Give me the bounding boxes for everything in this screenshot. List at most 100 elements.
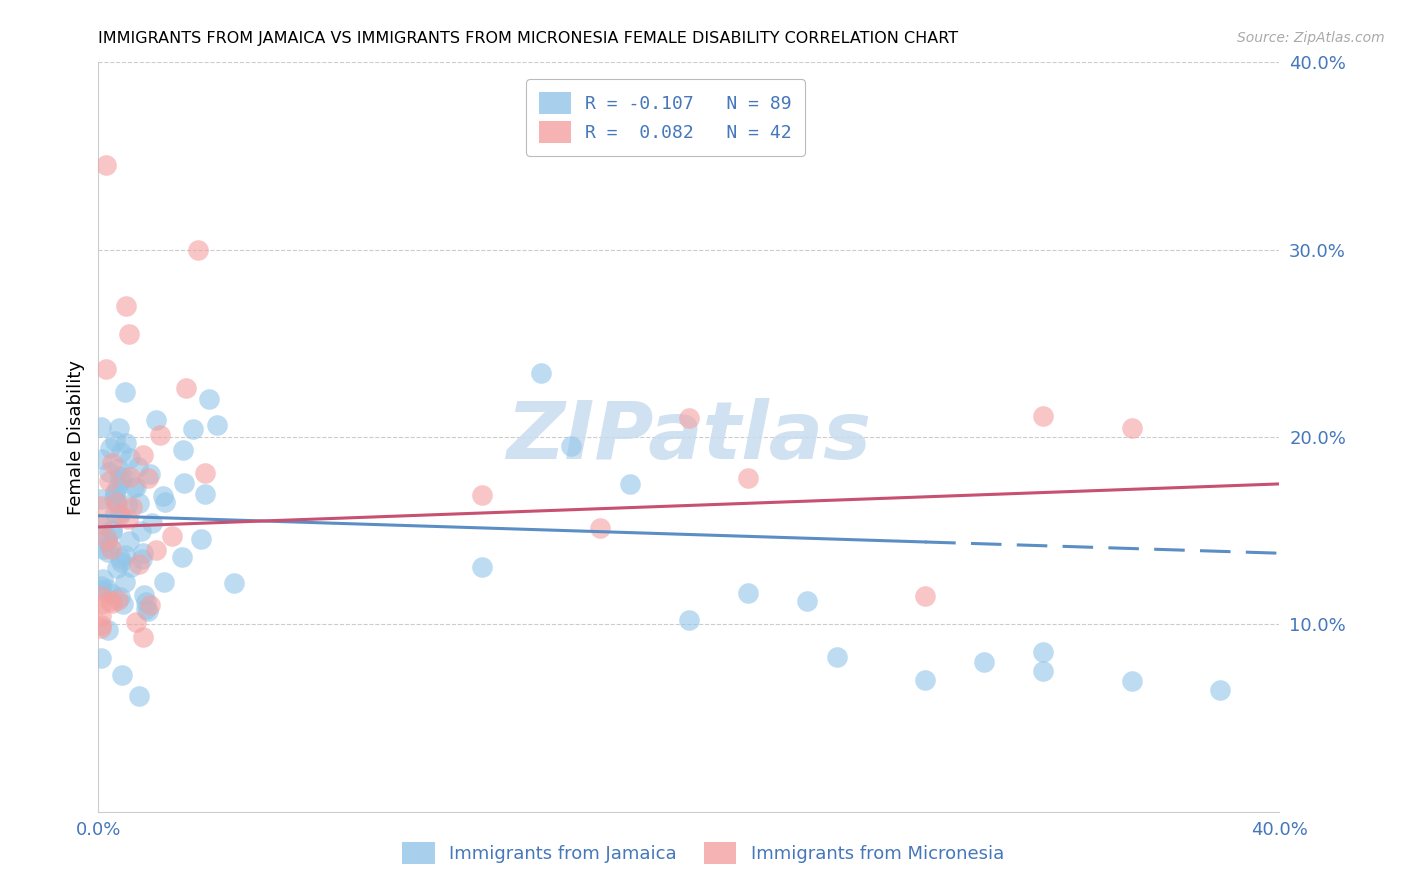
Point <box>1032 409 1054 423</box>
Point <box>94 526 117 541</box>
Point <box>107 592 129 607</box>
Point <box>1032 646 1054 660</box>
Point <box>105 561 128 575</box>
Point <box>110 474 132 488</box>
Point <box>107 460 129 475</box>
Point <box>132 448 155 462</box>
Point <box>90 500 112 514</box>
Point <box>125 615 148 629</box>
Point <box>90 651 112 665</box>
Point <box>97 474 120 488</box>
Point <box>100 456 122 470</box>
Point <box>103 491 125 506</box>
Point <box>101 596 124 610</box>
Point <box>100 524 122 538</box>
Point <box>108 507 131 521</box>
Point <box>131 552 153 566</box>
Point <box>90 621 112 635</box>
Point <box>115 498 138 512</box>
Point <box>96 532 118 546</box>
Point <box>139 467 162 482</box>
Point <box>181 422 204 436</box>
Text: Source: ZipAtlas.com: Source: ZipAtlas.com <box>1237 31 1385 45</box>
Point <box>129 524 152 538</box>
Point <box>110 550 132 565</box>
Point <box>145 542 167 557</box>
Point <box>98 593 121 607</box>
Point <box>112 598 135 612</box>
Point <box>105 495 128 509</box>
Point <box>108 591 131 605</box>
Point <box>90 420 112 434</box>
Point <box>108 508 131 522</box>
Point <box>108 469 131 483</box>
Point <box>93 572 115 586</box>
Point <box>111 469 134 483</box>
Point <box>111 667 134 681</box>
Point <box>100 587 122 601</box>
Text: ZIPatlas: ZIPatlas <box>506 398 872 476</box>
Point <box>90 608 112 623</box>
Point <box>125 480 148 494</box>
Point <box>122 480 145 494</box>
Point <box>141 516 163 530</box>
Point <box>914 590 936 604</box>
Point <box>197 392 219 407</box>
Point <box>90 618 112 632</box>
Point <box>1032 664 1054 679</box>
Point <box>97 623 120 637</box>
Point <box>104 485 127 500</box>
Point <box>471 560 494 574</box>
Point <box>194 466 217 480</box>
Point <box>131 630 153 644</box>
Point <box>135 602 157 616</box>
Point <box>100 523 122 537</box>
Point <box>139 598 162 612</box>
Point <box>96 582 118 596</box>
Point <box>107 496 129 510</box>
Point <box>160 529 183 543</box>
Point <box>187 243 209 257</box>
Point <box>194 487 217 501</box>
Point <box>825 650 848 665</box>
Point <box>796 593 818 607</box>
Point <box>118 470 141 484</box>
Point <box>589 521 612 535</box>
Point <box>560 439 582 453</box>
Point <box>90 517 112 532</box>
Point <box>145 413 167 427</box>
Text: IMMIGRANTS FROM JAMAICA VS IMMIGRANTS FROM MICRONESIA FEMALE DISABILITY CORRELAT: IMMIGRANTS FROM JAMAICA VS IMMIGRANTS FR… <box>98 31 959 46</box>
Point <box>114 435 136 450</box>
Y-axis label: Female Disability: Female Disability <box>66 359 84 515</box>
Point <box>104 506 127 520</box>
Point <box>136 604 159 618</box>
Point <box>737 586 759 600</box>
Point <box>110 555 132 569</box>
Point <box>172 550 194 565</box>
Point <box>1121 673 1143 688</box>
Point <box>176 381 198 395</box>
Point <box>121 500 143 514</box>
Point <box>118 326 141 341</box>
Point <box>120 559 142 574</box>
Point <box>90 452 112 467</box>
Point <box>107 479 129 493</box>
Point <box>100 442 122 456</box>
Point <box>132 546 155 560</box>
Legend: Immigrants from Jamaica, Immigrants from Micronesia: Immigrants from Jamaica, Immigrants from… <box>388 828 1018 879</box>
Point <box>128 496 150 510</box>
Point <box>678 410 700 425</box>
Point <box>114 575 136 590</box>
Point <box>222 575 245 590</box>
Point <box>100 541 122 556</box>
Point <box>96 534 118 549</box>
Point <box>471 488 494 502</box>
Point <box>737 471 759 485</box>
Point <box>152 489 174 503</box>
Point <box>117 512 139 526</box>
Point <box>108 421 131 435</box>
Point <box>98 465 121 479</box>
Point <box>148 428 170 442</box>
Point <box>114 385 136 400</box>
Point <box>98 540 121 554</box>
